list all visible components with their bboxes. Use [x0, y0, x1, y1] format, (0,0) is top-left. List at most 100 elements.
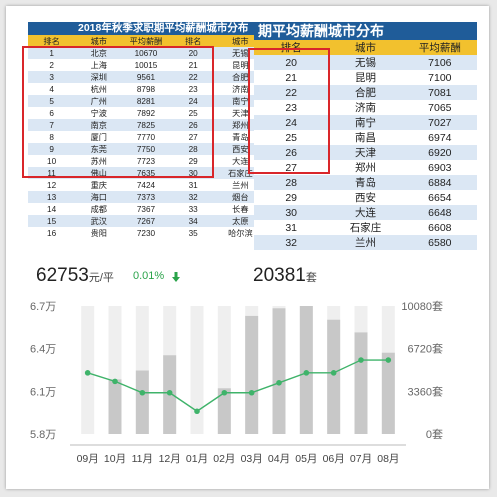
volume-bar	[354, 332, 368, 434]
right-table-cell: 南昌	[328, 130, 403, 145]
table-row: 9 东莞 7750 28 西安	[28, 143, 264, 155]
right-table-cell: 合肥	[328, 85, 403, 100]
right-table-cell: 29	[254, 190, 329, 205]
right-table-cell: 兰州	[328, 235, 403, 250]
left-table-header-cell: 城市	[216, 35, 264, 47]
price-point	[303, 370, 310, 376]
left-table-cell: 海口	[75, 191, 123, 203]
right-table-cell: 西安	[328, 190, 403, 205]
right-table-cell: 昆明	[328, 70, 403, 85]
right-table-cell: 石家庄	[328, 220, 403, 235]
left-table-cell: 21	[169, 59, 217, 71]
arrow-down-icon	[172, 272, 180, 282]
volume-bar	[217, 388, 231, 434]
left-axis-tick-label: 6.4万	[30, 344, 56, 356]
x-axis-tick-label: 12月	[159, 453, 181, 465]
left-table-cell: 7230	[122, 227, 170, 239]
price-point	[139, 389, 146, 396]
left-table-cell: 重庆	[75, 179, 123, 191]
left-table-cell: 7892	[122, 107, 170, 119]
x-axis-tick-label: 03月	[241, 453, 263, 465]
left-table-cell: 6	[28, 107, 76, 119]
left-table-cell: 贵阳	[75, 227, 123, 239]
left-table-cell: 10670	[122, 47, 170, 59]
left-table-cell: 天津	[216, 107, 264, 119]
left-table-cell: 13	[28, 191, 76, 203]
table-row: 32 兰州 6580	[254, 235, 477, 250]
listing-count-stat: 20381套	[253, 265, 317, 287]
price-point	[330, 370, 337, 376]
right-table-cell: 21	[254, 70, 329, 85]
x-axis-tick-label: 05月	[295, 453, 317, 465]
left-table-cell: 济南	[216, 83, 264, 95]
left-table-cell: 长春	[216, 203, 264, 215]
listing-count-unit: 套	[305, 272, 317, 284]
left-table-cell: 上海	[75, 59, 123, 71]
left-table-cell: 7	[28, 119, 76, 131]
table-row: 28 青岛 6884	[254, 175, 477, 190]
left-table-header-cell: 平均薪酬	[122, 35, 170, 47]
left-table-cell: 哈尔滨	[216, 227, 264, 239]
average-price-value: 62753	[36, 265, 89, 286]
volume-bar	[108, 379, 122, 434]
left-table-cell: 4	[28, 83, 76, 95]
right-salary-table-panel: 期平均薪酬城市分布 排名 城市 平均薪酬 20 无锡 7106 21 昆明 7100 22 合肥 7…	[254, 22, 477, 250]
table-row: 6 宁波 7892 25 天津	[28, 107, 264, 119]
left-axis-tick-label: 5.8万	[30, 429, 56, 441]
table-row: 13 海口 7373 32 烟台	[28, 191, 264, 203]
price-line	[87, 359, 389, 413]
left-table-header-cell: 排名	[28, 35, 76, 47]
table-row: 12 重庆 7424 31 兰州	[28, 179, 264, 191]
right-table-header-cell: 排名	[254, 40, 329, 55]
right-table-cell: 28	[254, 175, 329, 190]
x-axis-tick-label: 09月	[77, 453, 99, 465]
left-table-cell: 郑州	[216, 119, 264, 131]
volume-bar	[245, 315, 259, 434]
price-point	[194, 408, 200, 415]
left-table-cell: 14	[28, 203, 76, 215]
price-point	[221, 389, 228, 396]
left-table-cell: 31	[169, 179, 217, 191]
right-table-cell: 天津	[328, 145, 403, 160]
left-table-cell: 26	[169, 119, 217, 131]
left-table-cell: 广州	[75, 95, 123, 107]
left-table-cell: 16	[28, 227, 76, 239]
left-table-cell: 9	[28, 143, 76, 155]
table-row: 30 大连 6648	[254, 205, 477, 220]
left-table-header-cell: 排名	[169, 35, 217, 47]
right-table-cell: 31	[254, 220, 329, 235]
left-table-cell: 北京	[75, 47, 123, 59]
left-table-cell: 苏州	[75, 155, 123, 167]
price-point	[112, 378, 118, 385]
table-row: 3 深圳 9561 22 合肥	[28, 71, 264, 83]
left-table-cell: 8798	[122, 83, 170, 95]
table-row: 22 合肥 7081	[254, 85, 477, 100]
left-table-cell: 33	[169, 203, 217, 215]
x-axis-tick-label: 06月	[323, 453, 345, 465]
table-row: 2 上海 10015 21 昆明	[28, 59, 264, 71]
right-table-cell: 6974	[402, 130, 477, 145]
right-table-header-cell: 平均薪酬	[402, 40, 477, 55]
right-table-cell: 7065	[402, 100, 477, 115]
listing-count-value: 20381	[253, 265, 306, 286]
right-table-cell: 大连	[328, 205, 403, 220]
left-table-cell: 8	[28, 131, 76, 143]
left-table-cell: 7750	[122, 143, 170, 155]
left-table-cell: 烟台	[216, 191, 264, 203]
price-point	[358, 357, 364, 363]
table-row: 16 贵阳 7230 35 哈尔滨	[28, 227, 264, 239]
left-table-cell: 7723	[122, 155, 170, 167]
left-salary-table: 排名 城市 平均薪酬 排名 城市 1 北京 10670 20 无锡 2 上海 10015 21 昆明 3 深圳…	[28, 35, 264, 239]
x-axis-tick-label: 07月	[350, 453, 372, 465]
left-table-cell: 深圳	[75, 71, 123, 83]
volume-bar	[381, 352, 395, 434]
left-table-cell: 22	[169, 71, 217, 83]
right-table-cell: 无锡	[328, 55, 403, 70]
table-row: 21 昆明 7100	[254, 70, 477, 85]
right-table-cell: 7106	[402, 55, 477, 70]
table-row: 4 杭州 8798 23 济南	[28, 83, 264, 95]
left-table-cell: 3	[28, 71, 76, 83]
left-table-cell: 7367	[122, 203, 170, 215]
left-table-cell: 10015	[122, 59, 170, 71]
x-axis-tick-label: 04月	[268, 453, 290, 465]
